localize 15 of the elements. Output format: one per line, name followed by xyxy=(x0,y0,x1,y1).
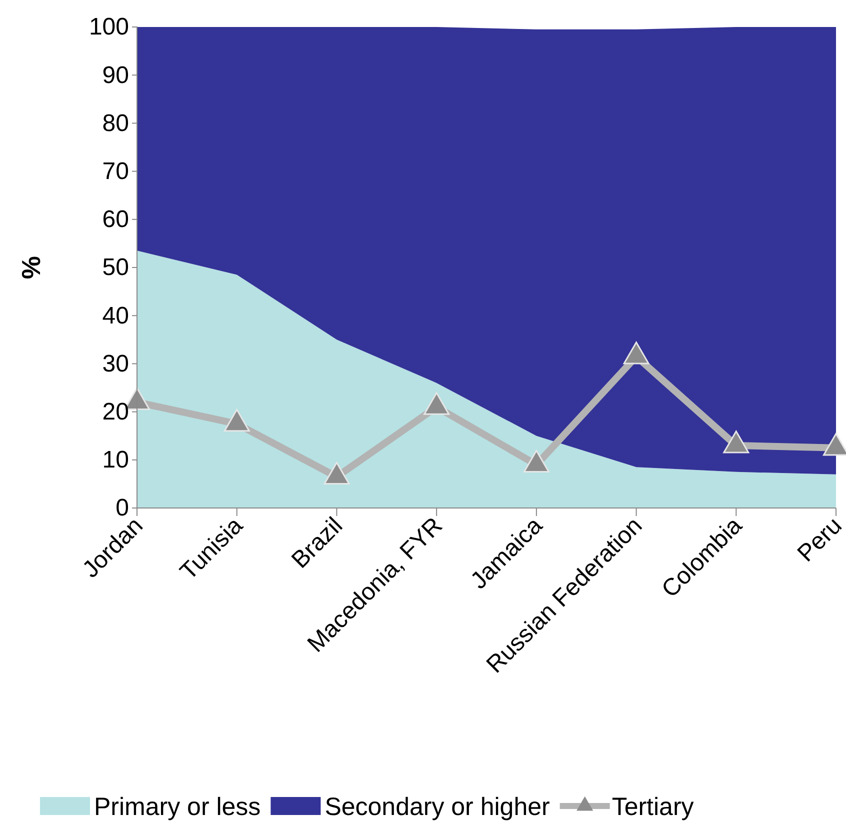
y-tick-label: 20 xyxy=(102,398,129,426)
legend-label: Secondary or higher xyxy=(324,793,550,821)
y-tick-label: 80 xyxy=(102,110,129,137)
y-tick-label: 100 xyxy=(88,14,129,41)
y-tick-label: 90 xyxy=(102,62,129,89)
y-tick-label: 70 xyxy=(102,158,129,185)
y-axis-title: % xyxy=(16,256,46,280)
y-tick-label: 30 xyxy=(102,350,129,378)
y-tick-label: 60 xyxy=(102,206,129,234)
legend-label: Primary or less xyxy=(94,793,261,821)
y-tick-label: 40 xyxy=(102,302,129,330)
y-tick-label: 0 xyxy=(116,494,129,522)
y-tick-label: 10 xyxy=(102,446,129,474)
legend-label: Tertiary xyxy=(612,793,694,821)
y-tick-label: 50 xyxy=(102,254,129,282)
